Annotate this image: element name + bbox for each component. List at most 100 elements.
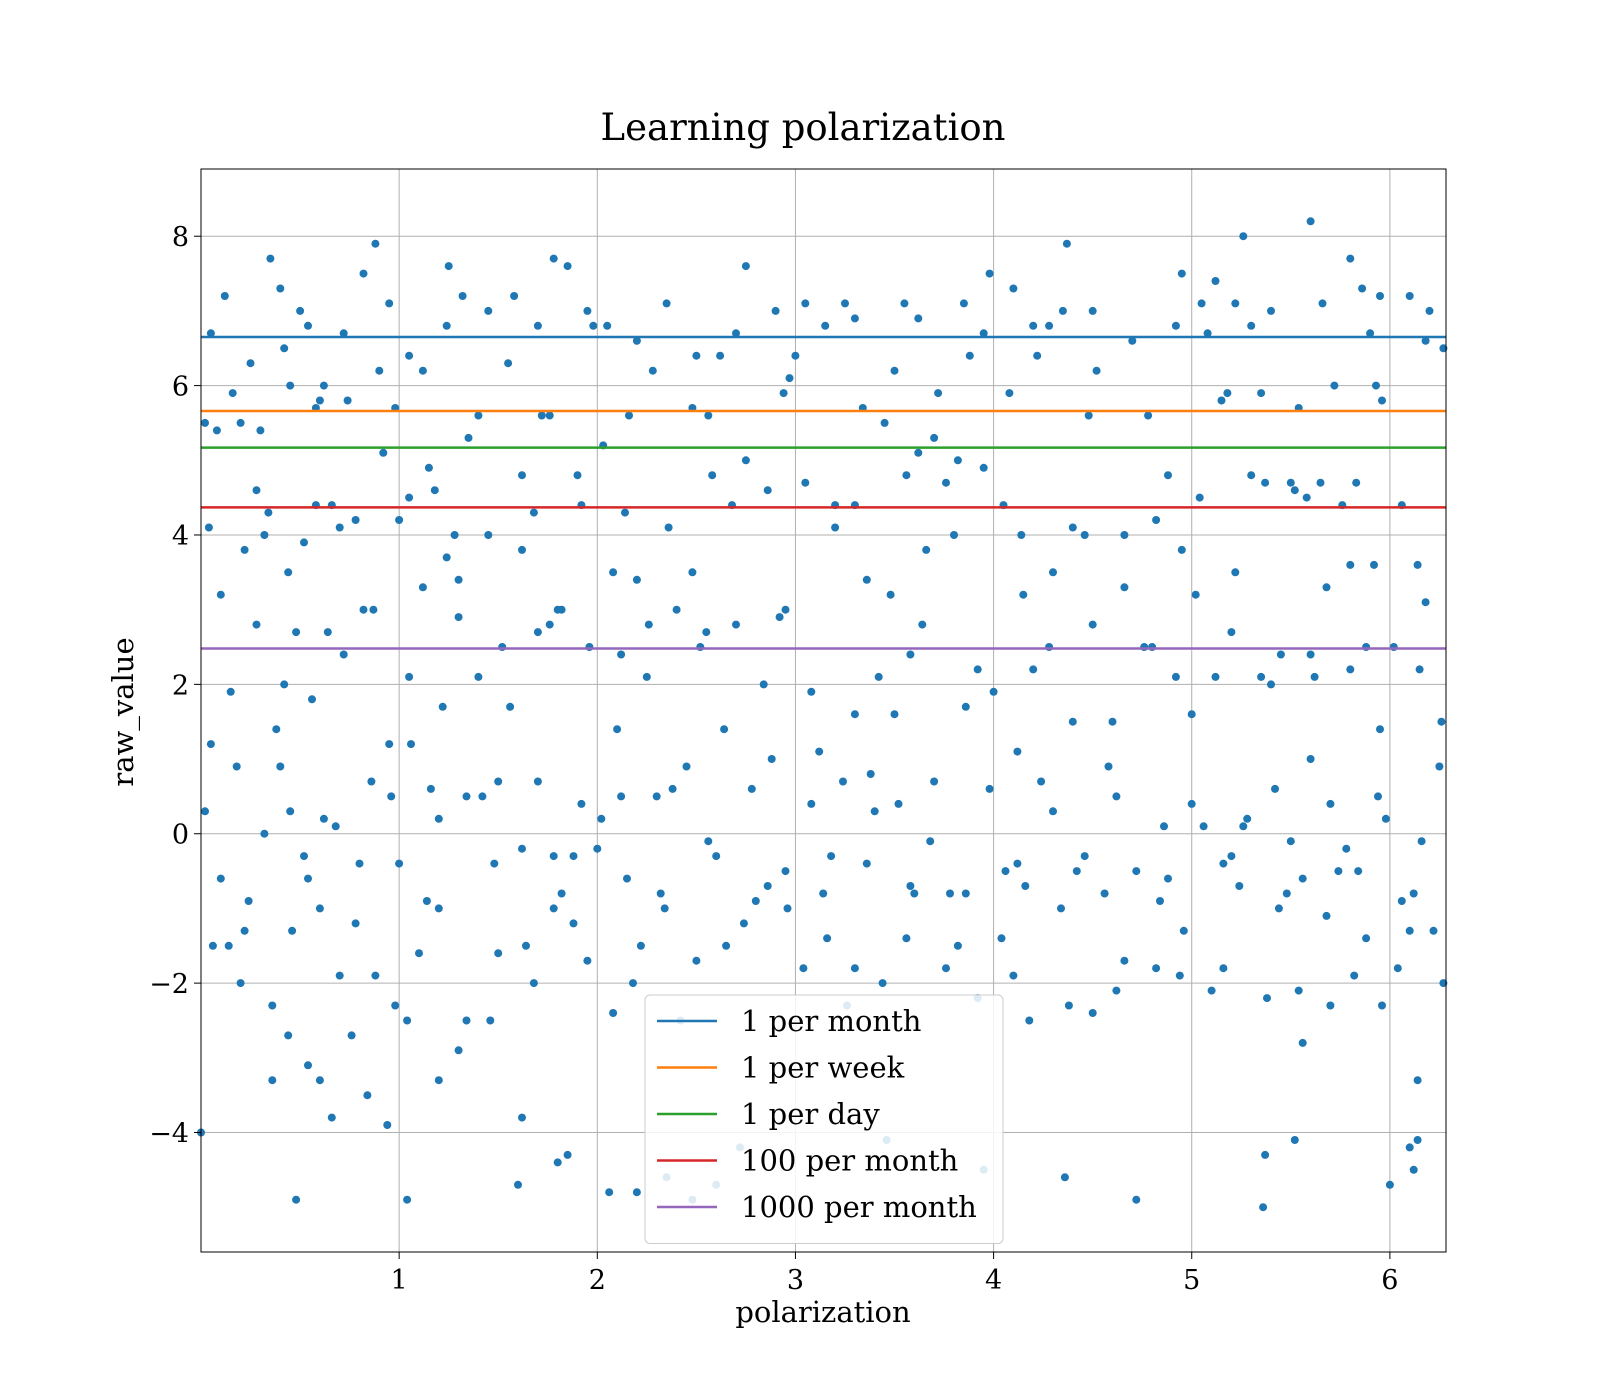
data-point-298 <box>339 329 348 338</box>
data-point-42 <box>1088 306 1097 315</box>
data-point-440 <box>763 882 772 890</box>
data-point-341 <box>276 762 285 771</box>
data-point-51 <box>1330 381 1339 390</box>
data-point-34 <box>900 299 909 308</box>
data-point-209 <box>1243 814 1252 823</box>
data-point-340 <box>232 762 241 771</box>
y-tick-label-4: 4 <box>172 521 189 552</box>
data-point-94 <box>430 486 439 495</box>
legend-label-1: 1 per week <box>741 1051 905 1085</box>
data-point-139 <box>474 672 483 681</box>
data-point-234 <box>692 956 701 965</box>
data-point-14 <box>418 366 427 375</box>
data-point-165 <box>1276 650 1285 659</box>
data-point-313 <box>1318 299 1327 308</box>
data-point-26 <box>692 351 701 360</box>
data-point-170 <box>1437 717 1446 726</box>
data-point-262 <box>268 1076 277 1085</box>
data-point-295 <box>246 359 255 368</box>
data-point-182 <box>462 792 471 801</box>
data-point-434 <box>351 919 360 928</box>
x-tick-label-4: 5 <box>1183 1265 1200 1296</box>
data-point-35 <box>930 433 939 442</box>
data-point-419 <box>474 411 483 420</box>
data-point-284 <box>1060 1173 1069 1182</box>
data-point-329 <box>874 672 883 681</box>
data-point-97 <box>518 545 526 554</box>
data-point-24 <box>632 336 641 345</box>
data-point-304 <box>732 329 740 338</box>
data-point-70 <box>741 456 750 465</box>
data-point-349 <box>593 844 602 853</box>
data-point-373 <box>391 1001 400 1010</box>
data-point-190 <box>682 762 691 771</box>
data-point-273 <box>518 1113 526 1122</box>
data-point-47 <box>1231 299 1240 308</box>
data-point-124 <box>1322 583 1331 592</box>
data-point-428 <box>1144 411 1153 420</box>
data-point-308 <box>965 351 974 360</box>
data-point-437 <box>557 889 566 898</box>
data-point-305 <box>791 351 800 360</box>
data-point-399 <box>450 531 459 539</box>
data-point-290 <box>1385 1180 1394 1189</box>
data-point-417 <box>319 381 328 390</box>
data-point-266 <box>327 1113 336 1122</box>
data-point-217 <box>208 941 217 950</box>
data-point-322 <box>498 643 507 651</box>
data-point-63 <box>379 448 388 457</box>
data-point-48 <box>1239 232 1248 241</box>
data-point-130 <box>226 687 235 696</box>
legend-box <box>644 994 1004 1244</box>
data-point-172 <box>216 874 225 883</box>
data-point-397 <box>351 516 360 524</box>
data-point-272 <box>514 1180 522 1189</box>
data-point-389 <box>1219 964 1228 973</box>
y-tick-label-0: −4 <box>149 1118 189 1149</box>
data-point-39 <box>1029 321 1038 330</box>
data-point-52 <box>1346 254 1355 263</box>
plot-frame <box>200 168 1447 1253</box>
data-point-223 <box>371 971 380 980</box>
data-point-444 <box>1021 882 1030 890</box>
data-point-245 <box>1025 1016 1034 1025</box>
data-point-385 <box>1009 971 1018 980</box>
data-point-257 <box>1378 1001 1386 1010</box>
data-point-46 <box>1211 277 1220 285</box>
x-axis-label: polarization <box>735 1295 910 1329</box>
data-point-132 <box>280 680 289 689</box>
data-point-353 <box>767 755 776 763</box>
data-point-289 <box>1298 1038 1307 1047</box>
data-point-218 <box>236 979 245 988</box>
data-point-334 <box>1140 643 1149 651</box>
data-point-267 <box>363 1091 372 1100</box>
data-point-174 <box>260 829 269 838</box>
data-point-394 <box>204 523 213 532</box>
data-point-102 <box>664 523 673 532</box>
x-tick-label-1: 2 <box>589 1265 606 1296</box>
data-point-370 <box>224 941 233 950</box>
data-point-420 <box>537 411 546 420</box>
data-point-0 <box>206 329 215 338</box>
data-point-147 <box>702 628 711 637</box>
data-point-235 <box>722 941 731 950</box>
legend-entry-0: 1 per month <box>657 1004 921 1038</box>
data-point-256 <box>1350 971 1359 980</box>
data-point-44 <box>1177 269 1186 278</box>
data-point-49 <box>1267 306 1275 315</box>
data-point-324 <box>617 650 626 659</box>
data-point-297 <box>304 321 312 330</box>
data-point-185 <box>549 852 558 861</box>
data-point-356 <box>906 882 915 890</box>
data-point-264 <box>304 1061 312 1070</box>
data-point-365 <box>1282 889 1291 898</box>
data-point-242 <box>942 964 950 973</box>
x-tick-label-0: 1 <box>391 1265 408 1296</box>
data-point-422 <box>704 411 713 420</box>
data-point-285 <box>1132 1195 1141 1204</box>
data-point-352 <box>720 725 729 734</box>
data-point-252 <box>1235 882 1244 890</box>
data-point-347 <box>533 777 542 786</box>
data-point-214 <box>1381 814 1390 823</box>
x-axis-ticks: 1 2 3 4 5 6 <box>391 1252 1398 1296</box>
